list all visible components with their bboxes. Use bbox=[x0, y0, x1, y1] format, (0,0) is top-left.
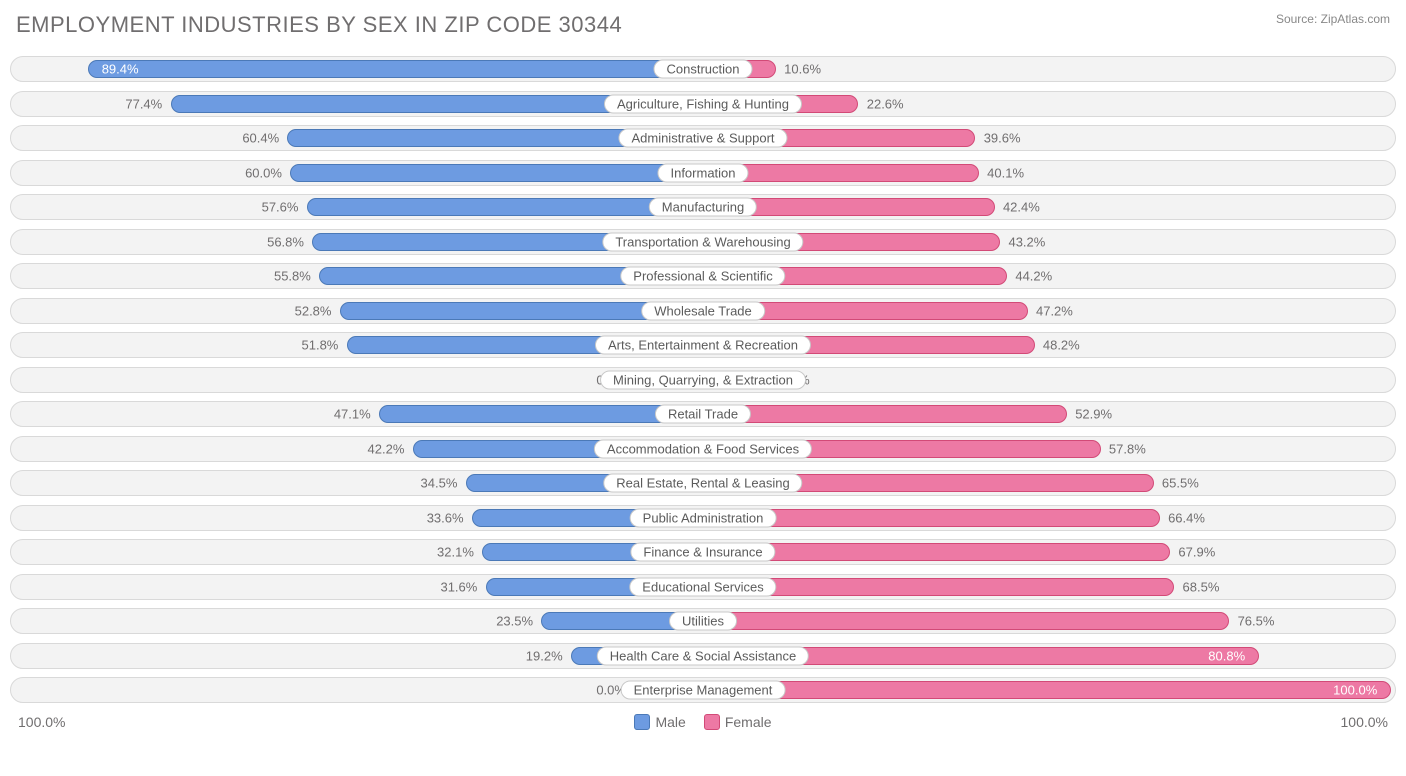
female-bar bbox=[703, 405, 1067, 423]
female-pct-label: 66.4% bbox=[1168, 510, 1205, 525]
chart-row: 77.4% 22.6% Agriculture, Fishing & Hunting bbox=[10, 91, 1396, 117]
male-pct-label: 33.6% bbox=[427, 510, 464, 525]
male-pct-label: 56.8% bbox=[267, 234, 304, 249]
category-label: Accommodation & Food Services bbox=[594, 439, 812, 458]
male-bar bbox=[307, 198, 703, 216]
female-pct-label: 68.5% bbox=[1183, 579, 1220, 594]
category-label: Real Estate, Rental & Leasing bbox=[603, 474, 802, 493]
male-pct-label: 19.2% bbox=[526, 648, 563, 663]
chart-row: 31.6% 68.5% Educational Services bbox=[10, 574, 1396, 600]
legend: Male Female bbox=[634, 714, 771, 730]
category-label: Educational Services bbox=[629, 577, 776, 596]
female-pct-label: 22.6% bbox=[867, 96, 904, 111]
male-pct-label: 31.6% bbox=[440, 579, 477, 594]
chart-row: 55.8% 44.2% Professional & Scientific bbox=[10, 263, 1396, 289]
chart-row: 34.5% 65.5% Real Estate, Rental & Leasing bbox=[10, 470, 1396, 496]
male-pct-label: 32.1% bbox=[437, 545, 474, 560]
male-pct-label: 42.2% bbox=[368, 441, 405, 456]
female-pct-label: 76.5% bbox=[1238, 614, 1275, 629]
male-pct-label: 89.4% bbox=[102, 62, 139, 77]
chart-row: 51.8% 48.2% Arts, Entertainment & Recreati… bbox=[10, 332, 1396, 358]
female-pct-label: 80.8% bbox=[1208, 648, 1245, 663]
chart-row: 33.6% 66.4% Public Administration bbox=[10, 505, 1396, 531]
legend-female: Female bbox=[704, 714, 772, 730]
category-label: Information bbox=[657, 163, 748, 182]
male-swatch-icon bbox=[634, 714, 650, 730]
chart-source: Source: ZipAtlas.com bbox=[1276, 12, 1390, 26]
chart-row: 60.4% 39.6% Administrative & Support bbox=[10, 125, 1396, 151]
male-pct-label: 34.5% bbox=[421, 476, 458, 491]
male-pct-label: 55.8% bbox=[274, 269, 311, 284]
category-label: Public Administration bbox=[630, 508, 777, 527]
female-pct-label: 39.6% bbox=[984, 131, 1021, 146]
category-label: Professional & Scientific bbox=[620, 267, 785, 286]
category-label: Transportation & Warehousing bbox=[602, 232, 803, 251]
legend-male: Male bbox=[634, 714, 685, 730]
chart-header: EMPLOYMENT INDUSTRIES BY SEX IN ZIP CODE… bbox=[10, 12, 1396, 38]
female-bar bbox=[703, 681, 1391, 699]
chart-row: 0.0%100.0%Enterprise Management bbox=[10, 677, 1396, 703]
female-pct-label: 10.6% bbox=[784, 62, 821, 77]
category-label: Manufacturing bbox=[649, 198, 757, 217]
category-label: Enterprise Management bbox=[621, 681, 786, 700]
male-pct-label: 52.8% bbox=[295, 303, 332, 318]
male-pct-label: 51.8% bbox=[302, 338, 339, 353]
diverging-bar-chart: 89.4% 10.6% Construction 77.4% 22.6% Agricult… bbox=[10, 56, 1396, 703]
chart-row: 0.0%0.0%Mining, Quarrying, & Extraction bbox=[10, 367, 1396, 393]
male-pct-label: 47.1% bbox=[334, 407, 371, 422]
category-label: Construction bbox=[654, 60, 753, 79]
male-pct-label: 60.0% bbox=[245, 165, 282, 180]
category-label: Utilities bbox=[669, 612, 737, 631]
male-bar bbox=[88, 60, 703, 78]
category-label: Health Care & Social Assistance bbox=[597, 646, 809, 665]
male-pct-label: 57.6% bbox=[262, 200, 299, 215]
category-label: Wholesale Trade bbox=[641, 301, 765, 320]
male-pct-label: 23.5% bbox=[496, 614, 533, 629]
source-prefix: Source: bbox=[1276, 12, 1321, 26]
female-swatch-icon bbox=[704, 714, 720, 730]
chart-row: 42.2% 57.8% Accommodation & Food Services bbox=[10, 436, 1396, 462]
axis-right-label: 100.0% bbox=[1341, 714, 1388, 730]
female-pct-label: 100.0% bbox=[1333, 683, 1377, 698]
legend-male-label: Male bbox=[655, 714, 685, 730]
chart-row: 19.2% 80.8% Health Care & Social Assistanc… bbox=[10, 643, 1396, 669]
axis-left-label: 100.0% bbox=[18, 714, 65, 730]
female-bar bbox=[703, 612, 1229, 630]
category-label: Mining, Quarrying, & Extraction bbox=[600, 370, 806, 389]
chart-row: 89.4% 10.6% Construction bbox=[10, 56, 1396, 82]
chart-title: EMPLOYMENT INDUSTRIES BY SEX IN ZIP CODE… bbox=[16, 12, 622, 38]
female-pct-label: 52.9% bbox=[1075, 407, 1112, 422]
female-pct-label: 65.5% bbox=[1162, 476, 1199, 491]
female-pct-label: 57.8% bbox=[1109, 441, 1146, 456]
source-link[interactable]: ZipAtlas.com bbox=[1321, 12, 1390, 26]
female-pct-label: 44.2% bbox=[1015, 269, 1052, 284]
male-pct-label: 77.4% bbox=[125, 96, 162, 111]
chart-row: 60.0% 40.1% Information bbox=[10, 160, 1396, 186]
female-pct-label: 40.1% bbox=[987, 165, 1024, 180]
legend-female-label: Female bbox=[725, 714, 772, 730]
female-pct-label: 67.9% bbox=[1178, 545, 1215, 560]
category-label: Retail Trade bbox=[655, 405, 751, 424]
female-pct-label: 47.2% bbox=[1036, 303, 1073, 318]
category-label: Agriculture, Fishing & Hunting bbox=[604, 94, 802, 113]
chart-row: 23.5% 76.5% Utilities bbox=[10, 608, 1396, 634]
female-pct-label: 43.2% bbox=[1008, 234, 1045, 249]
category-label: Arts, Entertainment & Recreation bbox=[595, 336, 811, 355]
female-pct-label: 42.4% bbox=[1003, 200, 1040, 215]
male-pct-label: 60.4% bbox=[242, 131, 279, 146]
male-bar bbox=[290, 164, 703, 182]
category-label: Administrative & Support bbox=[618, 129, 787, 148]
female-pct-label: 48.2% bbox=[1043, 338, 1080, 353]
chart-row: 32.1% 67.9% Finance & Insurance bbox=[10, 539, 1396, 565]
axis-legend-row: 100.0% Male Female 100.0% bbox=[10, 712, 1396, 730]
category-label: Finance & Insurance bbox=[630, 543, 775, 562]
chart-row: 52.8% 47.2% Wholesale Trade bbox=[10, 298, 1396, 324]
chart-row: 57.6% 42.4% Manufacturing bbox=[10, 194, 1396, 220]
chart-row: 56.8% 43.2% Transportation & Warehousing bbox=[10, 229, 1396, 255]
chart-row: 47.1% 52.9% Retail Trade bbox=[10, 401, 1396, 427]
